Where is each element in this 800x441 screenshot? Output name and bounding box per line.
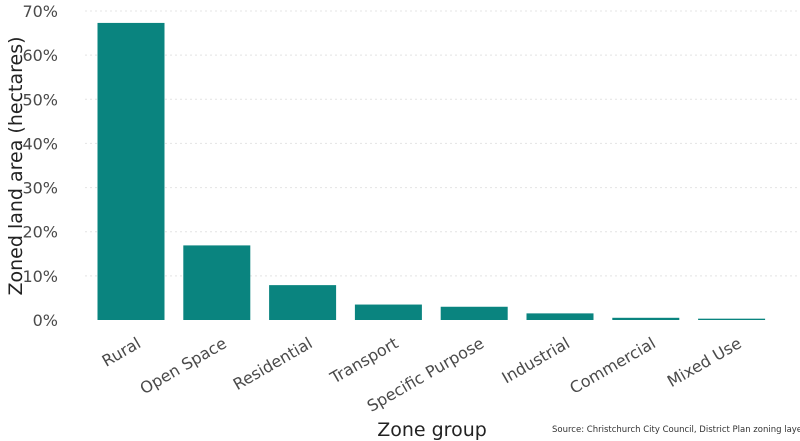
bars — [97, 22, 766, 320]
y-tick-label: 0% — [33, 311, 58, 330]
y-tick-label: 30% — [22, 179, 58, 198]
x-tick-label: Mixed Use — [664, 333, 745, 391]
y-tick-label: 50% — [22, 90, 58, 109]
y-tick-label: 60% — [22, 46, 58, 65]
y-axis-title: Zoned land area (hectares) — [5, 36, 27, 295]
x-tick-label: Residential — [230, 333, 316, 394]
gridlines — [85, 10, 800, 277]
x-tick-label: Commercial — [566, 333, 658, 397]
x-tick-label: Open Space — [137, 333, 230, 398]
y-tick-label: 20% — [22, 223, 58, 242]
x-axis-title: Zone group — [377, 419, 487, 441]
y-tick-label: 10% — [22, 267, 58, 286]
y-tick-label: 70% — [22, 2, 58, 21]
source-note: Source: Christchurch City Council, Distr… — [552, 425, 800, 435]
x-tick-label: Rural — [99, 333, 144, 370]
bar-residential — [269, 285, 337, 320]
bar-specific-purpose — [440, 306, 508, 320]
y-tick-label: 40% — [22, 134, 58, 153]
bar-transport — [354, 304, 422, 320]
bar-industrial — [526, 313, 594, 320]
bar-mixed-use — [698, 318, 766, 320]
bar-commercial — [612, 317, 680, 320]
bar-open-space — [183, 245, 251, 320]
x-tick-label: Transport — [326, 333, 401, 387]
bar-rural — [97, 22, 165, 320]
x-tick-label: Industrial — [499, 333, 573, 387]
y-axis-ticks: 0% 10% 20% 30% 40% 50% 60% 70% — [22, 2, 58, 330]
